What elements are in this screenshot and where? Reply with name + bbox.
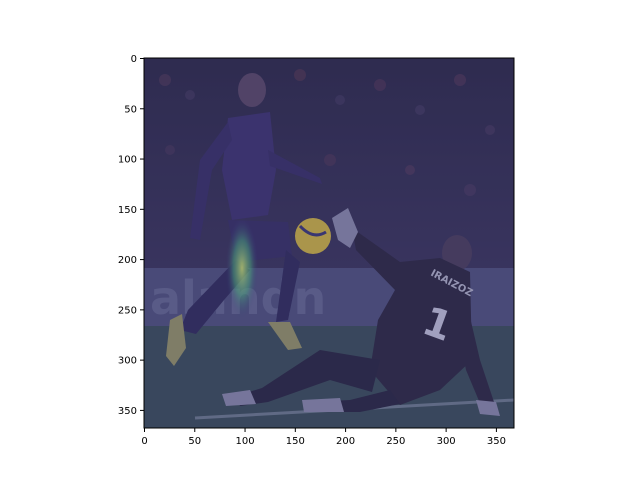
y-tick-label: 150 — [118, 205, 137, 216]
x-tick-label: 50 — [188, 436, 201, 447]
y-tick-label: 200 — [118, 255, 137, 266]
y-tick-label: 50 — [124, 104, 137, 115]
x-tick-label: 300 — [437, 436, 456, 447]
crowd — [159, 69, 495, 196]
x-tick-label: 0 — [141, 436, 147, 447]
x-tick-label: 100 — [235, 436, 254, 447]
y-axis: 0 50 100 150 200 250 300 350 — [118, 54, 144, 417]
y-tick-label: 100 — [118, 155, 137, 166]
photo: alandn — [144, 58, 514, 428]
x-tick-label: 350 — [487, 436, 506, 447]
y-tick-label: 0 — [131, 54, 137, 65]
goalkeeper: IRAIZOZ 1 — [222, 208, 500, 416]
x-axis: 0 50 100 150 200 250 300 350 — [141, 428, 506, 447]
y-tick-label: 300 — [118, 356, 137, 367]
tint-overlay — [144, 58, 514, 428]
y-tick-label: 250 — [118, 305, 137, 316]
attention-heat — [226, 218, 258, 318]
y-tick-label: 350 — [118, 406, 137, 417]
axes-frame — [143, 57, 515, 429]
x-tick-label: 250 — [386, 436, 405, 447]
x-tick-label: 150 — [286, 436, 305, 447]
x-tick-label: 200 — [336, 436, 355, 447]
